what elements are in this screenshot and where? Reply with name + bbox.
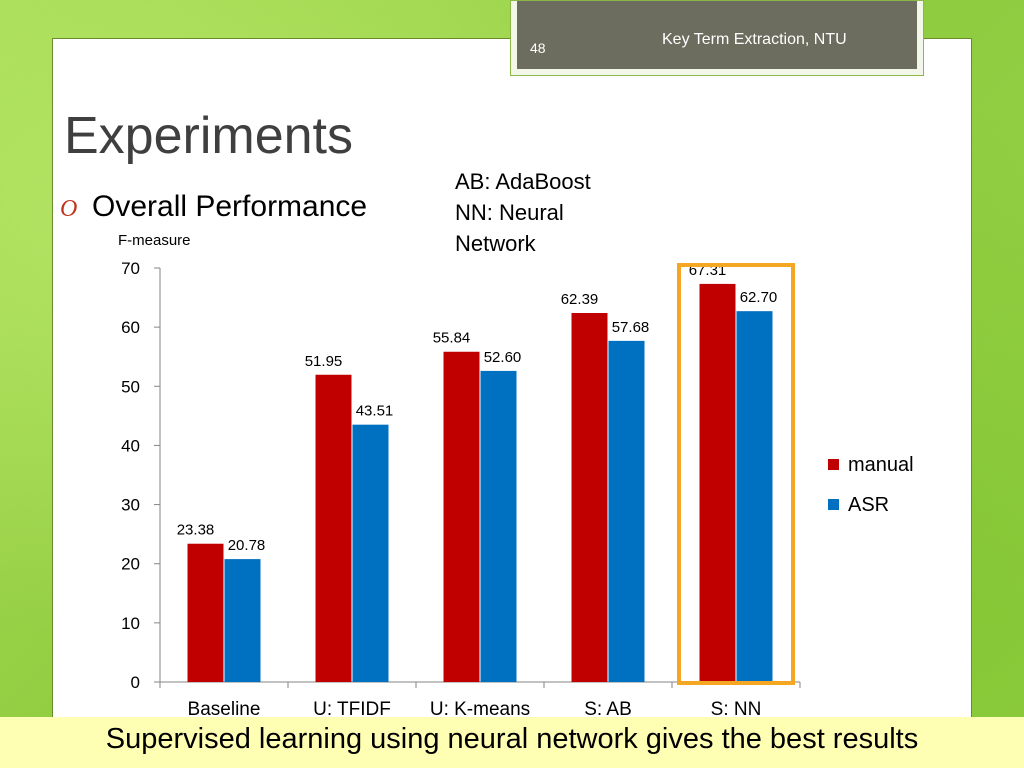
data-label: 43.51 (356, 403, 394, 420)
bar-manual (187, 543, 224, 682)
data-label: 23.38 (177, 522, 215, 539)
bar-manual (571, 313, 608, 682)
bar-asr (480, 370, 517, 682)
y-tick-label: 30 (121, 496, 140, 515)
header-title: Key Term Extraction, NTU (662, 31, 847, 48)
y-axis-label: F-measure (118, 232, 191, 249)
x-tick-label: Baseline (188, 699, 261, 720)
data-label: 51.95 (305, 353, 343, 370)
legend-swatch-manual (828, 459, 839, 470)
y-tick-label: 10 (121, 614, 140, 633)
bar-asr (736, 311, 773, 682)
bar-asr (608, 340, 645, 682)
data-label: 57.68 (612, 319, 650, 336)
footer-text: Supervised learning using neural network… (105, 723, 919, 755)
bullet-text: Overall Performance (92, 190, 368, 223)
abbreviation-note: AB: AdaBoost NN: Neural Network (455, 166, 645, 259)
legend-swatch-asr (828, 499, 839, 510)
bar-manual (315, 374, 352, 682)
header-box (510, 0, 924, 76)
page-number: 48 (530, 40, 546, 56)
data-label: 55.84 (433, 330, 471, 347)
bar-manual (699, 283, 736, 682)
data-label: 62.39 (561, 291, 599, 308)
x-tick-label: S: AB (584, 699, 632, 720)
x-tick-label: S: NN (711, 699, 762, 720)
footer-banner: Supervised learning using neural network… (0, 717, 1024, 768)
data-label: 52.60 (484, 349, 522, 366)
y-tick-label: 70 (121, 259, 140, 278)
bar-asr (352, 424, 389, 682)
note-line: AB: AdaBoost (455, 169, 591, 194)
bar-manual (443, 351, 480, 682)
note-line: Network (455, 231, 536, 256)
header-inner (517, 1, 917, 69)
data-label: 20.78 (228, 537, 266, 554)
bar-asr (224, 559, 261, 682)
bullet-icon: O (60, 196, 78, 222)
slide-title: Experiments (64, 107, 353, 165)
y-tick-label: 60 (121, 318, 140, 337)
highlight-box (677, 263, 795, 685)
x-tick-label: U: TFIDF (313, 699, 391, 720)
y-tick-label: 50 (121, 377, 140, 396)
y-tick-label: 0 (131, 673, 140, 692)
note-line: NN: Neural (455, 200, 564, 225)
y-tick-label: 40 (121, 436, 140, 455)
legend-label-asr: ASR (848, 494, 889, 516)
y-tick-label: 20 (121, 555, 140, 574)
x-tick-label: U: K-means (430, 699, 530, 720)
data-label: 62.70 (740, 289, 778, 306)
legend-label-manual: manual (848, 454, 914, 476)
